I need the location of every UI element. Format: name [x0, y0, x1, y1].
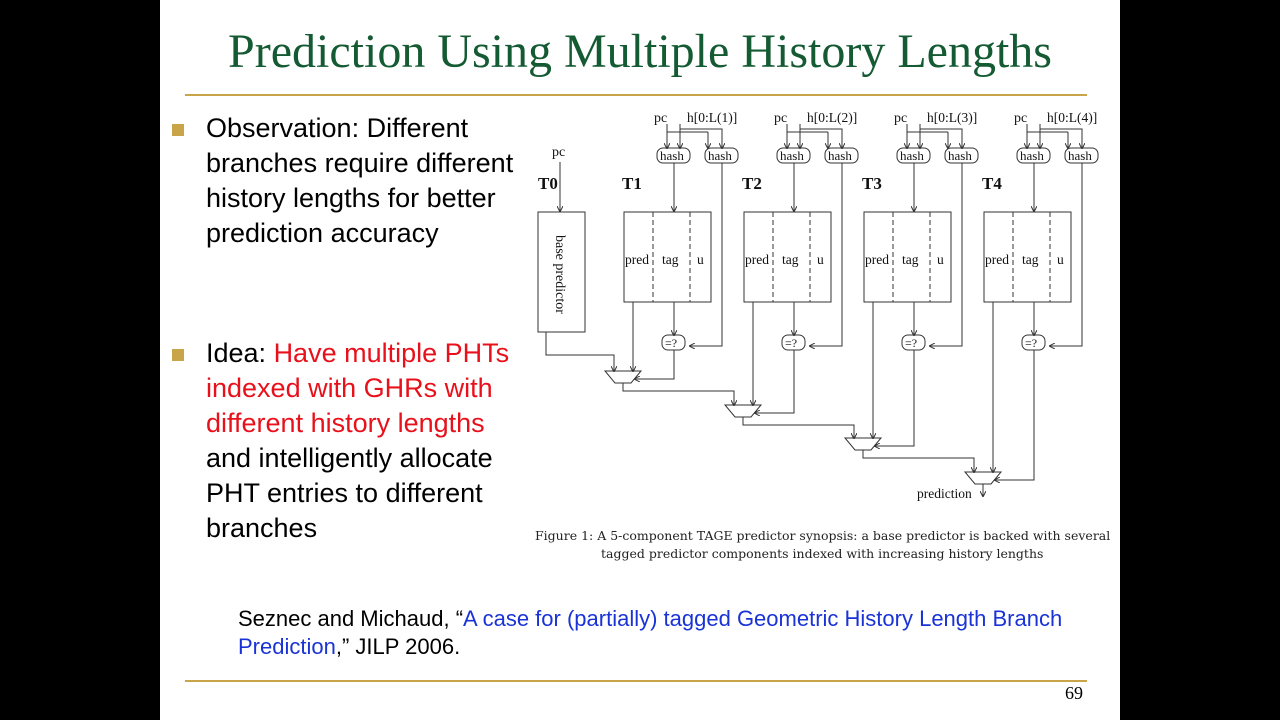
hist-to-hash2-t4 — [1040, 128, 1082, 148]
field-u-t1: u — [697, 252, 704, 267]
mux-chain-t3 — [862, 450, 974, 472]
compare-label-t2: =? — [785, 336, 797, 350]
pc-label-t3: pc — [894, 111, 907, 126]
idea-prefix: Idea: — [206, 338, 274, 368]
hash-label-t1: hash — [660, 148, 684, 163]
field-pred-t4: pred — [985, 252, 1009, 267]
hist-to-hash2-t3 — [920, 128, 962, 148]
field-u-t3: u — [937, 252, 944, 267]
hash-label-t3: hash — [900, 148, 924, 163]
hash-label-t2: hash — [828, 148, 852, 163]
base-predictor-box — [537, 211, 586, 333]
table-box-t3 — [863, 211, 952, 303]
mux-t1 — [603, 370, 643, 384]
slide: Prediction Using Multiple History Length… — [160, 0, 1120, 720]
table-label-t2: T2 — [742, 174, 762, 193]
table-box-t2 — [743, 211, 832, 303]
hash-to-compare-t1 — [690, 163, 723, 346]
compare-to-mux-t3 — [875, 350, 915, 446]
hist-to-hash2-t2 — [800, 128, 842, 148]
history-label-t4: h[0:L(4)] — [1047, 110, 1097, 125]
hash-label-t3: hash — [948, 148, 972, 163]
footer-divider — [185, 680, 1087, 682]
base-pc-label: pc — [552, 145, 565, 160]
pc-label-t1: pc — [654, 111, 667, 126]
compare-to-mux-t4 — [995, 350, 1035, 480]
pc-label-t2: pc — [774, 111, 787, 126]
idea-suffix: and intelligently allocate PHT entries t… — [206, 443, 493, 543]
bullet-marker — [172, 349, 184, 361]
figure-caption: Figure 1: A 5-component TAGE predictor s… — [535, 527, 1125, 563]
pc-label-t4: pc — [1014, 111, 1027, 126]
history-label-t2: h[0:L(2)] — [807, 110, 857, 125]
field-tag-t1: tag — [662, 252, 679, 267]
prediction-label: prediction — [917, 486, 972, 501]
hash-label-t4: hash — [1020, 148, 1044, 163]
hist-to-hash2-t1 — [680, 128, 722, 148]
bullet-idea: Idea: Have multiple PHTs indexed with GH… — [206, 336, 526, 546]
history-label-t3: h[0:L(3)] — [927, 110, 977, 125]
compare-label-t3: =? — [905, 336, 917, 350]
bullet-observation: Observation: Different branches require … — [206, 113, 514, 248]
base-to-mux — [545, 332, 614, 371]
hash-label-t1: hash — [708, 148, 732, 163]
compare-to-mux-t1 — [635, 350, 675, 379]
field-pred-t3: pred — [865, 252, 889, 267]
reference-authors: Seznec and Michaud, “ — [238, 606, 464, 631]
field-pred-t1: pred — [625, 252, 649, 267]
table-label-t1: T1 — [622, 174, 642, 193]
field-tag-t2: tag — [782, 252, 799, 267]
idea-highlight: Have multiple PHTs indexed with GHRs wit… — [206, 338, 510, 438]
hash-label-t4: hash — [1068, 148, 1092, 163]
table-box-t1 — [623, 211, 712, 303]
compare-label-t4: =? — [1025, 336, 1037, 350]
history-label-t1: h[0:L(1)] — [687, 110, 737, 125]
table-box-t4 — [983, 211, 1072, 303]
hash-to-compare-t2 — [810, 163, 843, 346]
hash-to-compare-t3 — [930, 163, 963, 346]
reference: Seznec and Michaud, “A case for (partial… — [238, 605, 1078, 661]
hash-to-compare-t4 — [1050, 163, 1083, 346]
field-u-t2: u — [817, 252, 824, 267]
table-label-t3: T3 — [862, 174, 882, 193]
mux-t4 — [963, 471, 1003, 485]
hash-label-t2: hash — [780, 148, 804, 163]
title-divider — [185, 94, 1087, 96]
base-predictor-label: base predictor — [552, 235, 567, 314]
mux-chain-t1 — [622, 383, 734, 405]
caption-line-2: tagged predictor components indexed with… — [601, 546, 1044, 561]
mux-t3 — [843, 437, 883, 451]
reference-suffix: ,” JILP 2006. — [335, 634, 461, 659]
mux-chain-t2 — [742, 417, 854, 438]
caption-line-1: Figure 1: A 5-component TAGE predictor s… — [535, 528, 1111, 543]
reference-link[interactable]: A case for (partially) tagged Geometric … — [238, 606, 1063, 659]
bullet-marker — [172, 124, 184, 136]
compare-to-mux-t2 — [755, 350, 795, 413]
field-u-t4: u — [1057, 252, 1064, 267]
field-tag-t3: tag — [902, 252, 919, 267]
mux-t2 — [723, 404, 763, 418]
slide-title: Prediction Using Multiple History Length… — [228, 25, 1052, 78]
compare-label-t1: =? — [665, 336, 677, 350]
table-label-t4: T4 — [982, 174, 1002, 193]
page-number: 69 — [1065, 683, 1083, 703]
field-tag-t4: tag — [1022, 252, 1039, 267]
table-label-t0: T0 — [538, 174, 558, 193]
field-pred-t2: pred — [745, 252, 769, 267]
